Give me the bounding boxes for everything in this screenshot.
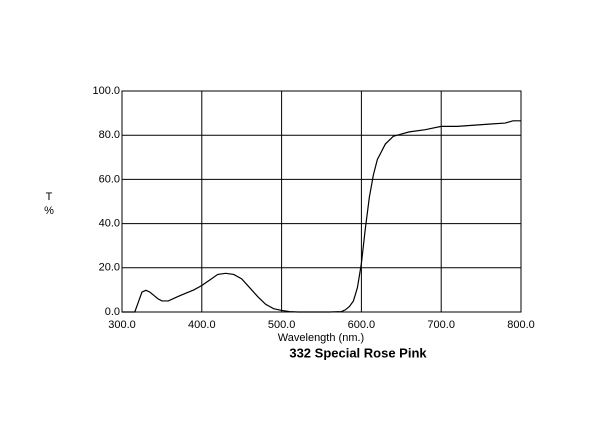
x-label: Wavelength (nm.)	[278, 332, 364, 344]
y-label: T	[46, 191, 53, 203]
x-tick-label: 600.0	[348, 319, 376, 331]
chart-title: 332 Special Rose Pink	[289, 345, 427, 360]
y-label: %	[44, 205, 54, 217]
x-tick-label: 800.0	[507, 319, 535, 331]
y-tick-label: 60.0	[99, 173, 120, 185]
y-tick-label: 100.0	[92, 85, 120, 97]
x-tick-label: 500.0	[268, 319, 296, 331]
y-tick-label: 40.0	[99, 218, 120, 230]
data-line	[122, 120, 521, 313]
y-tick-label: 20.0	[99, 262, 120, 274]
y-tick-label: 0.0	[105, 306, 120, 318]
x-tick-label: 300.0	[108, 319, 136, 331]
y-tick-label: 80.0	[99, 129, 120, 141]
x-tick-label: 700.0	[427, 319, 455, 331]
x-tick-label: 400.0	[188, 319, 216, 331]
